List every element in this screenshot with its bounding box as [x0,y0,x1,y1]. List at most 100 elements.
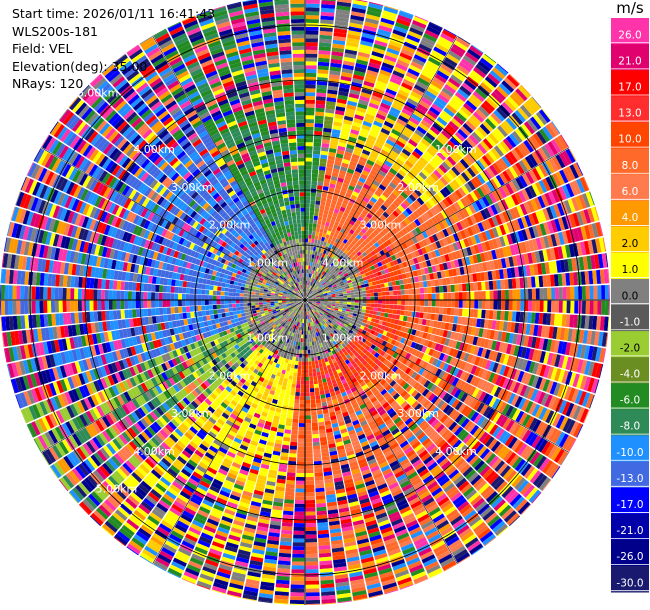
velocity-gate [321,287,325,291]
velocity-gate [406,97,419,107]
velocity-gate [381,493,393,502]
velocity-gate [306,265,309,270]
velocity-gate [373,272,379,278]
velocity-gate [305,192,311,197]
velocity-gate [356,264,362,270]
velocity-gate [448,101,460,112]
velocity-gate [339,255,344,260]
velocity-gate [506,268,512,279]
velocity-gate [568,438,577,452]
velocity-gate [336,413,343,419]
velocity-gate [307,302,311,306]
velocity-gate [439,307,444,315]
velocity-gate [387,456,397,465]
velocity-gate [342,317,348,321]
velocity-gate [383,241,389,248]
velocity-gate [330,274,335,279]
velocity-gate [324,336,328,342]
velocity-gate [393,99,405,108]
velocity-gate [409,213,417,221]
velocity-gate [328,256,333,262]
velocity-gate [411,389,419,398]
velocity-gate [342,325,347,330]
velocity-gate [419,156,429,166]
velocity-gate [441,502,454,513]
velocity-gate [325,108,335,114]
velocity-gate [542,408,551,422]
velocity-gate [527,252,534,264]
velocity-gate [336,342,342,347]
velocity-gate [319,284,323,288]
velocity-gate [311,177,318,182]
velocity-gate [501,486,514,499]
velocity-gate [316,295,320,297]
velocity-gate [352,0,368,7]
velocity-gate [365,579,380,586]
velocity-gate [529,116,542,130]
velocity-gate [350,278,356,282]
velocity-gate [334,291,339,294]
velocity-gate [405,553,419,563]
velocity-gate [436,388,444,397]
velocity-gate [334,160,342,166]
velocity-gate [310,349,314,354]
velocity-gate [326,289,331,292]
velocity-gate [314,284,318,288]
velocity-gate [334,339,339,344]
velocity-gate [300,392,305,397]
velocity-gate [367,106,378,113]
velocity-gate [439,361,446,370]
velocity-gate [384,432,393,440]
velocity-gate [407,283,413,289]
velocity-gate [353,443,362,450]
velocity-gate [492,426,502,438]
velocity-gate [319,166,326,171]
velocity-gate [336,312,341,316]
velocity-gate [412,323,418,330]
velocity-gate [362,444,371,451]
velocity-gate [407,523,420,532]
velocity-gate [443,463,454,474]
velocity-gate [517,370,525,383]
velocity-gate [350,85,362,92]
velocity-gate [331,331,336,336]
velocity-gate [459,431,470,442]
velocity-gate [387,507,399,516]
velocity-gate [397,222,405,230]
velocity-gate [329,183,336,189]
velocity-gate [368,270,374,275]
velocity-gate [325,490,336,496]
velocity-gate [326,255,330,260]
velocity-gate [299,403,305,408]
velocity-gate [353,222,360,229]
velocity-gate [323,295,328,297]
velocity-gate [347,96,359,103]
velocity-gate [282,440,290,446]
velocity-gate [488,372,496,383]
velocity-gate [341,310,346,313]
velocity-gate [399,133,410,142]
velocity-gate [313,219,318,224]
velocity-gate [414,199,422,208]
velocity-gate [576,227,584,241]
velocity-gate [485,453,497,465]
velocity-gate [347,325,352,330]
velocity-gate [334,238,340,244]
velocity-gate [458,480,470,492]
velocity-gate [422,116,434,126]
velocity-gate [411,221,418,229]
velocity-gate [371,124,382,131]
velocity-gate [561,370,569,384]
velocity-gate [512,496,525,510]
velocity-gate [294,511,305,516]
velocity-gate [305,84,316,89]
velocity-gate [270,520,282,526]
velocity-gate [512,382,521,394]
velocity-gate [485,261,492,271]
velocity-gate [595,347,602,362]
velocity-gate [325,287,330,291]
velocity-gate [343,415,351,421]
velocity-gate [339,79,351,86]
velocity-gate [516,334,522,346]
velocity-gate [420,471,432,481]
